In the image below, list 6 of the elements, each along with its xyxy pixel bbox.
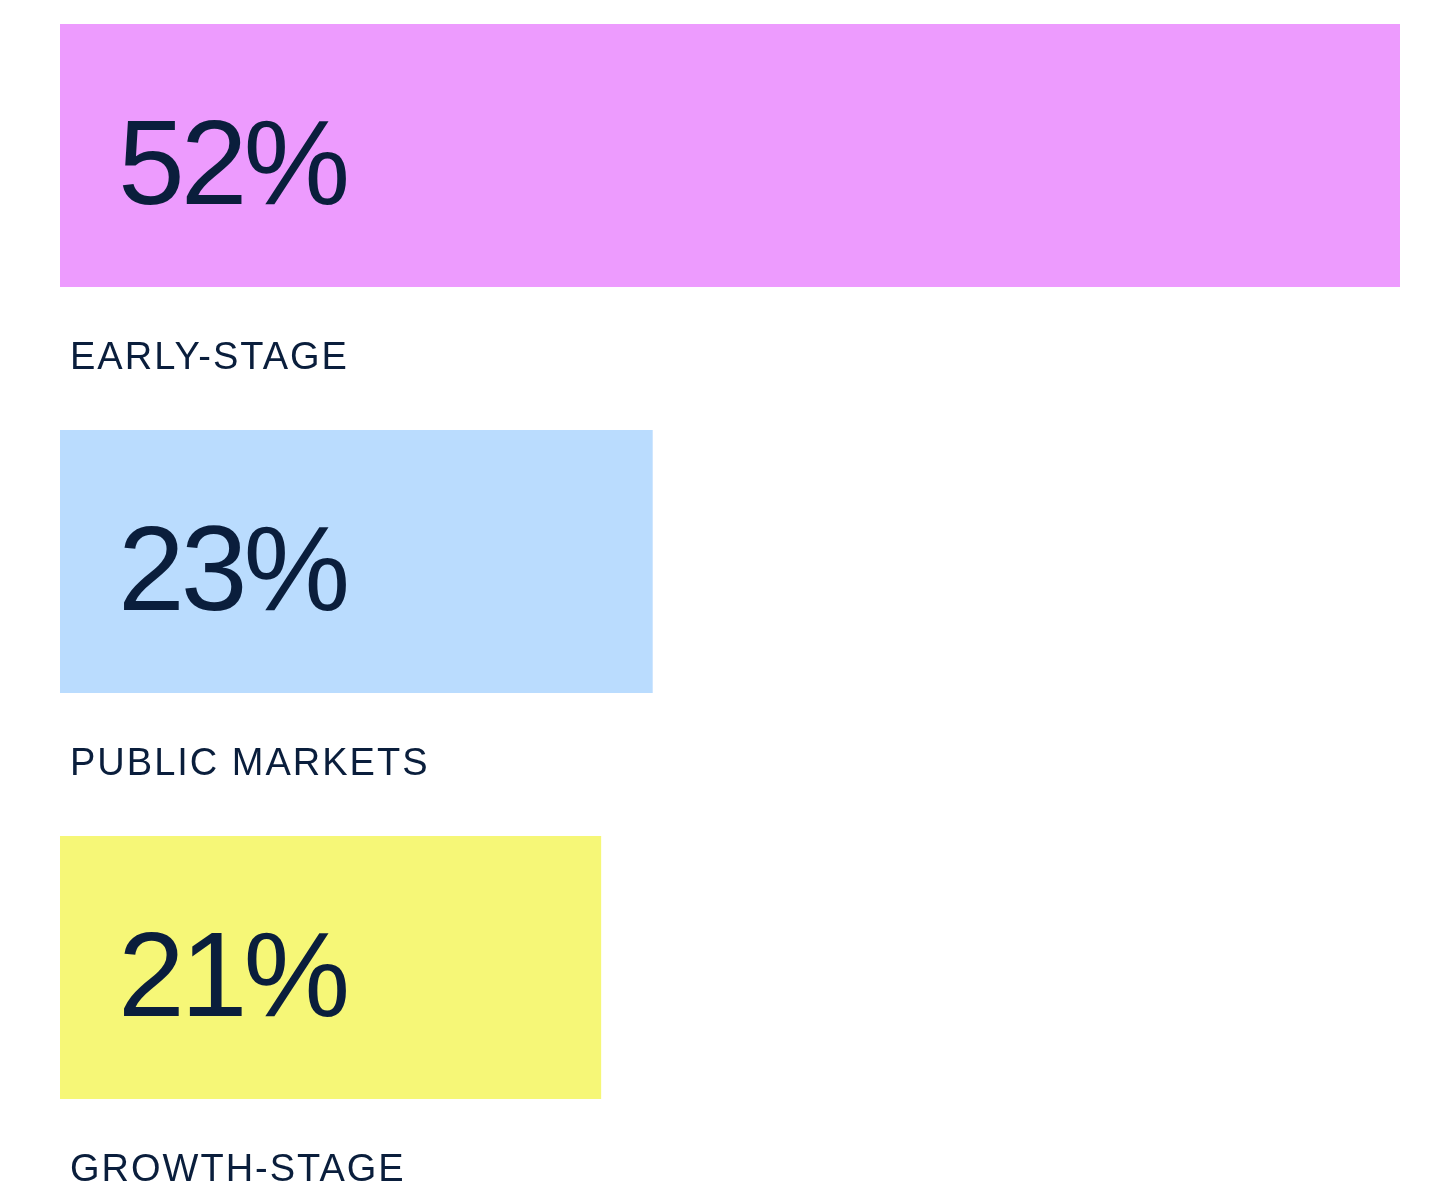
y-tick-label: PUBLIC MARKETS [70,741,430,783]
data-label: 21% [118,907,347,1041]
data-label: 52% [118,95,347,229]
y-tick-label: GROWTH-STAGE [70,1147,406,1189]
data-label: 23% [118,501,347,635]
y-tick-label: EARLY-STAGE [70,335,349,377]
